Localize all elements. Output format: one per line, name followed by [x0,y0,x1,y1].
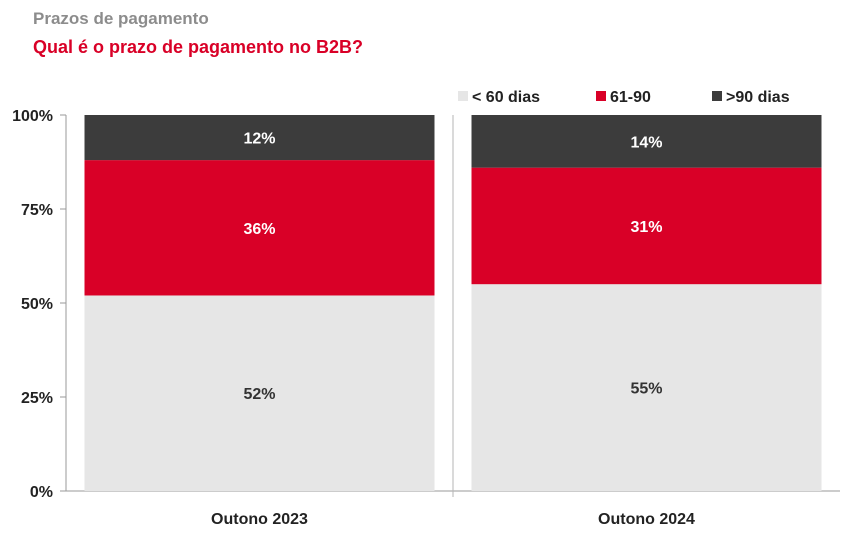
data-label: 55% [630,381,662,398]
data-label: 52% [243,386,275,403]
y-tick-label: 75% [21,202,53,219]
legend-swatch [458,91,468,101]
data-label: 36% [243,221,275,238]
data-label: 12% [243,131,275,148]
legend-label: 61-90 [610,89,651,106]
bar-segment [471,167,822,285]
bar-segment [84,115,435,161]
y-tick-label: 100% [12,108,53,125]
bar-segment [84,295,435,491]
bar-segment [84,160,435,296]
legend-swatch [712,91,722,101]
y-tick-label: 25% [21,390,53,407]
data-label: 31% [630,219,662,236]
data-label: 14% [630,134,662,151]
legend: < 60 dias 61-90 >90 dias [458,89,790,106]
x-category-label: Outono 2023 [211,511,308,528]
bar-segment [471,284,822,491]
legend-label: >90 dias [726,89,790,106]
legend-label: < 60 dias [472,89,540,106]
bars: 52% 36% 12% Outono 2023 55% 31% 14% Outono 2024 [84,115,822,528]
x-category-label: Outono 2024 [598,511,695,528]
chart-subtitle: Prazos de pagamento [33,9,209,28]
chart-title: Qual é o prazo de pagamento no B2B? [33,37,364,57]
bar-segment [471,115,822,168]
y-tick-label: 50% [21,296,53,313]
y-tick-label: 0% [30,484,53,501]
legend-swatch [596,91,606,101]
